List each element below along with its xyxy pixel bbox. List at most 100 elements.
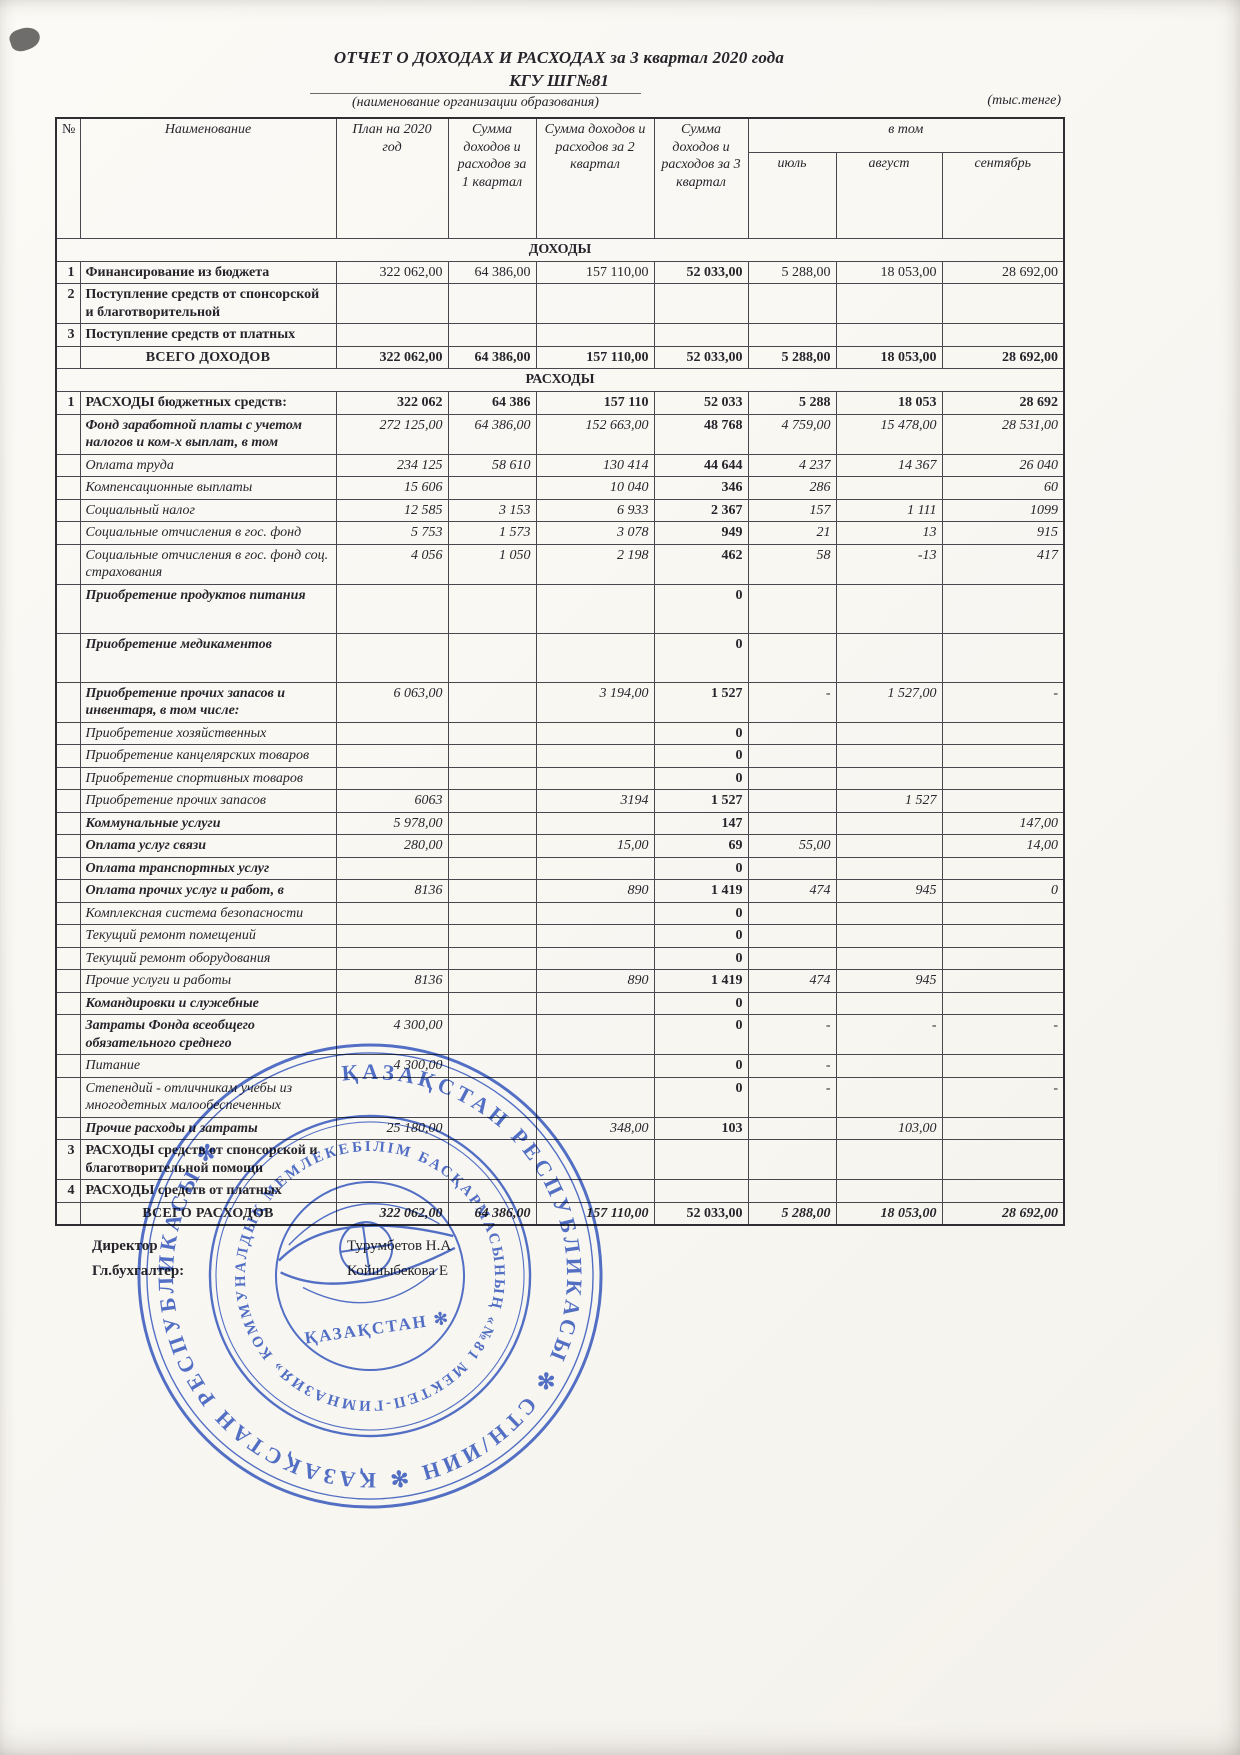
- accountant-label: Гл.бухгалтер:: [92, 1263, 185, 1279]
- row-label: Командировки и служебные: [79, 991, 337, 1015]
- value-cell: [447, 1014, 537, 1055]
- table-row: 1 РАСХОДЫ бюджетных средств: 322 062 64 386…: [55, 391, 1065, 415]
- row-number: [55, 413, 81, 455]
- value-cell: 272 125,00: [335, 413, 449, 455]
- value-cell: 890: [535, 879, 655, 903]
- row-label: Приобретение прочих запасов: [79, 789, 337, 813]
- value-cell: [447, 721, 537, 745]
- value-cell: [335, 744, 449, 768]
- value-cell: [941, 1054, 1065, 1078]
- value-cell: [447, 856, 537, 880]
- section-label: РАСХОДЫ: [55, 368, 1065, 392]
- value-cell: [447, 583, 537, 634]
- value-cell: 322 062,00: [335, 345, 449, 369]
- value-cell: [941, 583, 1065, 634]
- value-cell: 15,00: [535, 834, 655, 858]
- value-cell: 58 610: [447, 453, 537, 477]
- value-cell: [535, 583, 655, 634]
- row-number: [55, 1076, 81, 1118]
- table-row: Степендий - отличникам учебы из многодет…: [55, 1076, 1065, 1118]
- value-cell: 55,00: [747, 834, 837, 858]
- table-row: Приобретение прочих запасов и инвентаря,…: [55, 681, 1065, 723]
- value-cell: 0: [941, 879, 1065, 903]
- value-cell: [747, 766, 837, 790]
- row-label: Социальные отчисления в гос. фонд: [79, 521, 337, 545]
- total-row: ВСЕГО РАСХОДОВ 322 062,00 64 386,00 157 110…: [55, 1201, 1065, 1226]
- value-cell: 28 692: [941, 391, 1065, 415]
- value-cell: 157 110: [535, 391, 655, 415]
- value-cell: [447, 789, 537, 813]
- value-cell: 890: [535, 969, 655, 993]
- value-cell: 48 768: [653, 413, 749, 455]
- value-cell: [835, 1054, 943, 1078]
- value-cell: 21: [747, 521, 837, 545]
- value-cell: -: [941, 681, 1065, 723]
- value-cell: 1 527: [653, 789, 749, 813]
- value-cell: [447, 924, 537, 948]
- value-cell: [335, 323, 449, 347]
- row-label: Приобретение спортивных товаров: [79, 766, 337, 790]
- value-cell: [835, 283, 943, 324]
- value-cell: [447, 811, 537, 835]
- row-number: [55, 1116, 81, 1140]
- value-cell: [535, 1014, 655, 1055]
- value-cell: 18 053,00: [835, 345, 943, 369]
- value-cell: 4 056: [335, 543, 449, 585]
- value-cell: 4 759,00: [747, 413, 837, 455]
- table-row: Приобретение медикаментов 0: [55, 632, 1065, 683]
- value-cell: [535, 1179, 655, 1203]
- row-label: Комплексная система безопасности: [79, 901, 337, 925]
- table-row: Питание 4 300,00 0-: [55, 1054, 1065, 1078]
- value-cell: 346: [653, 476, 749, 500]
- value-cell: -: [747, 681, 837, 723]
- value-cell: [747, 744, 837, 768]
- row-number: 2: [55, 283, 81, 324]
- row-label: Питание: [79, 1054, 337, 1078]
- row-number: [55, 946, 81, 970]
- value-cell: 474: [747, 879, 837, 903]
- table-row: 2 Поступление средств от спонсорской и бл…: [55, 283, 1065, 324]
- value-cell: 18 053,00: [835, 1201, 943, 1226]
- value-cell: [835, 476, 943, 500]
- value-cell: [835, 811, 943, 835]
- value-cell: 0: [653, 744, 749, 768]
- row-label: Коммунальные услуги: [79, 811, 337, 835]
- value-cell: 1 527,00: [835, 681, 943, 723]
- section-row: РАСХОДЫ: [55, 368, 1065, 392]
- col-header-q2: Сумма доходов и расходов за 2 квартал: [535, 117, 655, 239]
- value-cell: [447, 901, 537, 925]
- row-number: [55, 969, 81, 993]
- value-cell: 5 978,00: [335, 811, 449, 835]
- table-row: Затраты Фонда всеобщего обязательного ср…: [55, 1014, 1065, 1055]
- value-cell: 14,00: [941, 834, 1065, 858]
- accountant-name: Койшыбекова Е: [347, 1263, 448, 1279]
- table-row: 4 РАСХОДЫ средств от платных: [55, 1179, 1065, 1203]
- value-cell: 1 527: [653, 681, 749, 723]
- value-cell: 3 153: [447, 498, 537, 522]
- value-cell: 322 062,00: [335, 1201, 449, 1226]
- value-cell: 3194: [535, 789, 655, 813]
- value-cell: -: [941, 1076, 1065, 1118]
- value-cell: [447, 766, 537, 790]
- value-cell: [447, 632, 537, 683]
- table-row: Оплата услуг связи 280,00 15,00 69 55,00 14,0…: [55, 834, 1065, 858]
- value-cell: [535, 1076, 655, 1118]
- row-number: [55, 924, 81, 948]
- value-cell: [941, 632, 1065, 683]
- row-label: РАСХОДЫ средств от спонсорской и благотв…: [79, 1139, 337, 1180]
- value-cell: [335, 924, 449, 948]
- report-title: ОТЧЕТ О ДОХОДАХ И РАСХОДАХ за 3 квартал …: [333, 48, 785, 67]
- value-cell: 0: [653, 946, 749, 970]
- value-cell: [447, 1139, 537, 1180]
- value-cell: 0: [653, 856, 749, 880]
- value-cell: -: [835, 1014, 943, 1055]
- value-cell: 44 644: [653, 453, 749, 477]
- value-cell: [747, 991, 837, 1015]
- col-group-header: в том: [747, 117, 1065, 153]
- value-cell: 0: [653, 583, 749, 634]
- value-cell: 64 386: [447, 391, 537, 415]
- value-cell: 1 419: [653, 879, 749, 903]
- row-number: [55, 1014, 81, 1055]
- value-cell: 5 288,00: [747, 345, 837, 369]
- director-signature-row: Директор Турумбетов Н.А: [92, 1238, 792, 1255]
